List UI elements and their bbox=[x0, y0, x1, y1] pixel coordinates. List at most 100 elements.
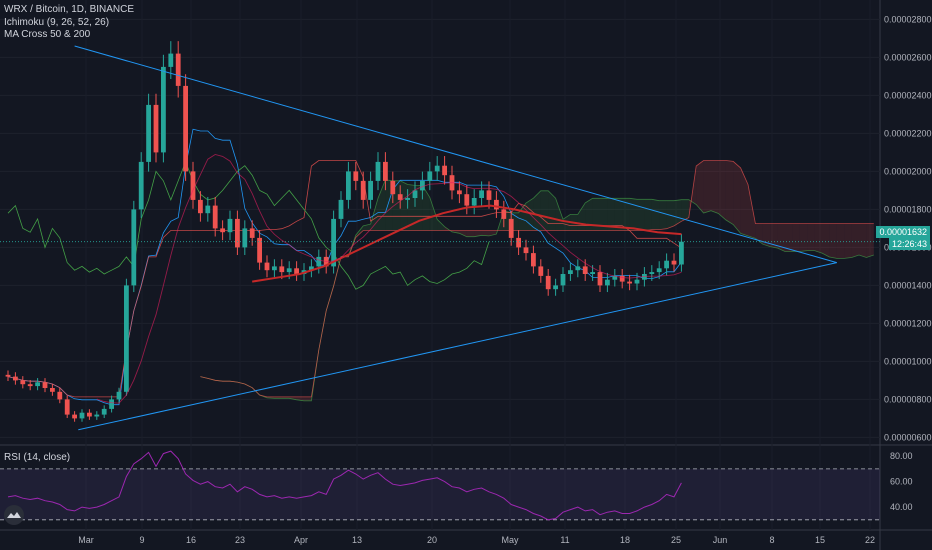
candle bbox=[183, 74, 188, 181]
candle bbox=[427, 161, 433, 191]
candle bbox=[508, 210, 514, 246]
price-axis-tick-10: 0.00000800 bbox=[884, 394, 932, 404]
candle bbox=[360, 171, 366, 209]
candle bbox=[198, 191, 203, 222]
price-axis-tick-8: 0.00001200 bbox=[884, 318, 932, 328]
time-axis-tick-5: 13 bbox=[352, 535, 362, 545]
candle bbox=[161, 54, 166, 163]
price-axis-tick-5: 0.00001800 bbox=[884, 204, 932, 214]
last-price-tag: 0.00001632 bbox=[876, 226, 930, 238]
candle bbox=[131, 200, 137, 293]
time-axis-tick-13: 15 bbox=[815, 535, 825, 545]
rsi-pane bbox=[0, 450, 880, 521]
candle bbox=[205, 196, 211, 222]
candle bbox=[575, 259, 581, 278]
candle bbox=[649, 265, 655, 281]
candle bbox=[227, 210, 233, 241]
candle bbox=[434, 156, 440, 181]
candle bbox=[175, 41, 181, 98]
ma-cross-lines bbox=[96, 154, 682, 404]
candle bbox=[35, 378, 40, 391]
candle bbox=[494, 191, 499, 218]
candle bbox=[471, 189, 477, 215]
candle bbox=[13, 372, 18, 385]
symbol-title[interactable]: WRX / Bitcoin, 1D, BINANCE bbox=[4, 4, 135, 15]
price-axis-tick-4: 0.00002000 bbox=[884, 166, 932, 176]
candle bbox=[464, 185, 470, 215]
candle bbox=[5, 370, 11, 381]
candle bbox=[87, 409, 92, 420]
price-axis-tick-3: 0.00002200 bbox=[884, 128, 932, 138]
candle bbox=[27, 380, 33, 391]
rsi-axis-tick-2: 40.00 bbox=[890, 502, 913, 512]
candle bbox=[568, 263, 573, 281]
price-axis-tick-11: 0.00000600 bbox=[884, 432, 932, 442]
candle bbox=[664, 253, 669, 276]
price-axis-tick-2: 0.00002400 bbox=[884, 90, 932, 100]
ichimoku-label[interactable]: Ichimoku (9, 26, 52, 26) bbox=[4, 16, 110, 28]
logo-icon bbox=[7, 512, 21, 518]
candle bbox=[516, 230, 521, 255]
candle bbox=[309, 259, 314, 278]
time-axis-tick-11: Jun bbox=[713, 535, 728, 545]
candle bbox=[64, 395, 70, 419]
candle bbox=[523, 239, 529, 261]
rsi-label[interactable]: RSI (14, close) bbox=[4, 452, 71, 463]
candle bbox=[634, 272, 640, 291]
candle bbox=[560, 267, 566, 293]
candle bbox=[553, 278, 558, 296]
candle bbox=[220, 220, 225, 241]
candle bbox=[116, 387, 122, 404]
upper-trendline[interactable] bbox=[74, 45, 837, 264]
candle bbox=[383, 152, 388, 191]
candle bbox=[20, 376, 26, 389]
ma-cross-label[interactable]: MA Cross 50 & 200 bbox=[4, 29, 91, 40]
candle bbox=[264, 255, 270, 278]
candle bbox=[272, 259, 277, 278]
ichimoku-lines bbox=[7, 128, 874, 406]
rsi-axis[interactable]: 80.00 60.00 40.00 bbox=[890, 451, 913, 512]
time-axis-tick-3: 23 bbox=[235, 535, 245, 545]
price-axis-tick-7: 0.00001400 bbox=[884, 280, 932, 290]
candle bbox=[346, 161, 351, 209]
rsi-line bbox=[7, 450, 682, 521]
candle bbox=[138, 152, 144, 218]
candle bbox=[412, 181, 418, 207]
price-axis-tick-1: 0.00002600 bbox=[884, 52, 932, 62]
candle bbox=[294, 261, 299, 281]
rsi-axis-tick-0: 80.00 bbox=[890, 451, 913, 461]
candle bbox=[79, 409, 85, 422]
candle bbox=[457, 181, 462, 204]
ma50-line bbox=[96, 154, 682, 404]
kijun-line bbox=[7, 160, 682, 398]
time-axis-tick-14: 22 bbox=[865, 535, 875, 545]
candle bbox=[153, 93, 159, 163]
price-axis-tick-0: 0.00002800 bbox=[884, 14, 932, 24]
candle bbox=[605, 272, 610, 293]
candle bbox=[420, 171, 425, 200]
time-axis[interactable]: Mar 9 16 23 Apr 13 20 May 11 18 25 Jun 8 15 22 bbox=[78, 535, 875, 545]
candle bbox=[257, 230, 262, 270]
candle bbox=[235, 210, 240, 255]
time-axis-tick-1: 9 bbox=[139, 535, 144, 545]
candle bbox=[538, 259, 544, 283]
candle bbox=[368, 171, 373, 209]
candle bbox=[57, 387, 63, 404]
time-axis-tick-6: 20 bbox=[427, 535, 437, 545]
candle bbox=[375, 152, 381, 191]
ma200-line bbox=[252, 204, 682, 283]
lower-trendline[interactable] bbox=[78, 262, 837, 431]
rsi-axis-tick-1: 60.00 bbox=[890, 477, 913, 487]
chart-legend: WRX / Bitcoin, 1D, BINANCE Ichimoku (9, … bbox=[4, 4, 134, 42]
candle bbox=[109, 395, 114, 413]
countdown-tag: 12:26:43 bbox=[888, 238, 930, 250]
candles bbox=[5, 41, 684, 422]
candle bbox=[190, 161, 196, 209]
tradingview-logo[interactable] bbox=[4, 505, 24, 525]
triangle-trendlines bbox=[74, 45, 837, 431]
candle bbox=[72, 411, 77, 422]
candle bbox=[671, 253, 677, 272]
candle bbox=[679, 233, 684, 272]
